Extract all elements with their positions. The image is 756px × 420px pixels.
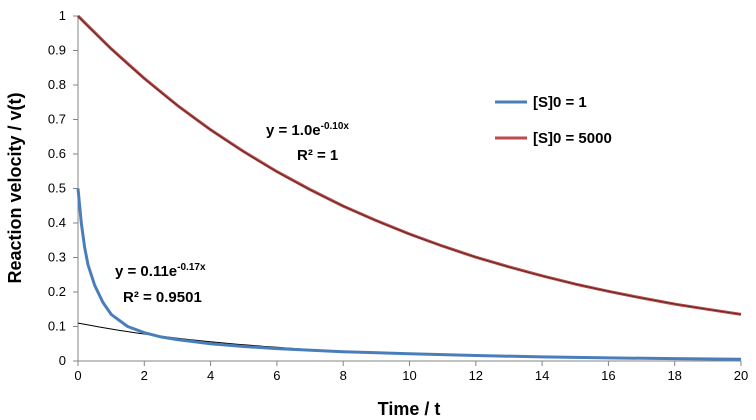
x-tick-label: 18 (667, 368, 681, 383)
x-tick-label: 20 (734, 368, 748, 383)
series-lines (76, 14, 742, 361)
trendline-equation-1: y = 0.11e-0.17x (115, 262, 206, 280)
x-axis-title: Time / t (378, 399, 441, 419)
x-tick-label: 8 (340, 368, 347, 383)
x-tick-label: 4 (207, 368, 214, 383)
trendline-equation-5000-base: y = 1.0e (266, 122, 321, 139)
y-tick-label: 0.1 (48, 319, 66, 334)
x-tick-label: 14 (535, 368, 549, 383)
axis-ticks: 0 2 4 6 8 10 12 14 16 18 20 0 0.1 0.2 0.3 0.4 0.5 0.6 0.7 0… (48, 8, 748, 383)
y-tick-label: 0.9 (48, 43, 66, 58)
x-tick-label: 16 (601, 368, 615, 383)
y-tick-label: 0.7 (48, 112, 66, 127)
y-tick-label: 0.3 (48, 250, 66, 265)
x-tick-label: 12 (469, 368, 483, 383)
legend-label-s5000: [S]0 = 5000 (533, 130, 612, 147)
y-tick-label: 0.4 (48, 215, 66, 230)
y-tick-label: 0.8 (48, 77, 66, 92)
trendline-s5000-overlay (77, 15, 742, 315)
series-line-s1 (76, 188, 742, 361)
trendline-equation-5000-exponent: -0.10x (321, 121, 350, 132)
y-tick-label: 0 (59, 353, 66, 368)
y-tick-label: 0.6 (48, 146, 66, 161)
trendline-equation-1-exponent: -0.17x (177, 262, 206, 273)
legend: [S]0 = 1 [S]0 = 5000 (495, 94, 612, 147)
legend-label-s1: [S]0 = 1 (533, 94, 587, 111)
y-axis-title: Reaction velocity / v(t) (5, 92, 25, 283)
x-tick-label: 10 (402, 368, 416, 383)
trendline-equation-5000: y = 1.0e-0.10x (266, 121, 349, 139)
y-tick-label: 0.2 (48, 284, 66, 299)
x-tick-label: 0 (74, 368, 81, 383)
trendline-equation-1-base: y = 0.11e (115, 263, 177, 280)
x-tick-label: 2 (141, 368, 148, 383)
plot-axes (77, 16, 741, 362)
y-tick-label: 0.5 (48, 181, 66, 196)
trendline-r2-1: R² = 0.9501 (123, 289, 202, 306)
y-tick-label: 1 (59, 8, 66, 23)
trendline-r2-5000: R² = 1 (297, 147, 338, 164)
x-tick-label: 6 (273, 368, 280, 383)
